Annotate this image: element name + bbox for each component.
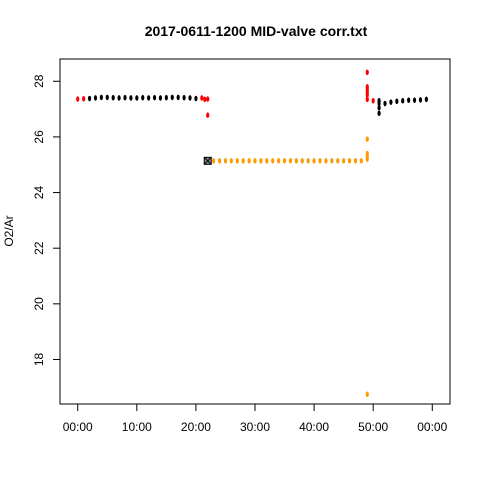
data-point: [306, 158, 310, 164]
data-point: [147, 95, 151, 101]
x-tick-label: 30:00: [240, 420, 270, 434]
data-point: [105, 94, 109, 101]
data-point: [377, 110, 381, 117]
marker-cross-line: [203, 156, 212, 165]
data-point: [235, 158, 239, 164]
data-point: [342, 158, 346, 164]
data-point: [223, 158, 228, 164]
data-point: [206, 112, 210, 119]
plot-frame: [59, 58, 451, 405]
data-point: [158, 95, 163, 101]
data-point: [294, 158, 298, 164]
data-point: [111, 94, 115, 101]
data-point: [330, 158, 334, 164]
data-point: [76, 96, 80, 102]
data-point: [93, 95, 98, 101]
data-point: [407, 97, 411, 103]
x-tick-label: 00:00: [417, 420, 447, 434]
data-point: [353, 158, 358, 164]
data-point: [347, 158, 352, 164]
data-point: [241, 158, 245, 164]
data-point: [182, 94, 186, 101]
data-point: [377, 97, 381, 104]
data-point: [336, 158, 340, 164]
data-point: [371, 97, 375, 104]
y-axis: 18 20 22 24 26 28: [32, 74, 61, 366]
data-point: [123, 94, 127, 101]
x-tick-label: 10:00: [122, 420, 152, 434]
data-point: [259, 158, 263, 164]
data-point: [194, 95, 198, 102]
data-point: [365, 156, 369, 162]
data-point: [87, 95, 92, 102]
data-point: [365, 92, 369, 98]
data-point: [99, 94, 103, 101]
data-point: [424, 96, 428, 103]
data-point: [377, 104, 381, 111]
data-point: [135, 95, 139, 101]
data-points: [76, 69, 428, 398]
data-point: [129, 95, 133, 101]
data-point: [271, 158, 275, 164]
data-point: [318, 158, 322, 164]
data-point: [212, 158, 216, 164]
x-tick-label: 20:00: [181, 420, 211, 434]
data-point: [188, 95, 192, 101]
data-point: [217, 158, 222, 164]
data-point: [277, 158, 281, 164]
data-point: [365, 391, 369, 398]
data-point: [365, 136, 369, 142]
data-point: [117, 95, 121, 101]
data-point: [412, 97, 417, 103]
chart-title: 2017-0611-1200 MID-valve corr.txt: [145, 23, 368, 39]
data-point: [324, 158, 328, 164]
data-point: [359, 158, 363, 164]
x-tick-label: 50:00: [358, 420, 388, 434]
y-tick-label: 26: [32, 130, 46, 144]
data-point: [206, 96, 210, 102]
x-axis: 00:00 10:00 20:00 30:00 40:00 50:00 00:00: [63, 403, 448, 434]
y-tick-label: 18: [32, 352, 46, 366]
data-point: [82, 95, 86, 102]
data-point: [170, 94, 174, 101]
data-point: [401, 97, 405, 104]
data-point: [141, 94, 145, 101]
y-tick-label: 22: [32, 241, 46, 255]
data-point: [176, 94, 180, 101]
data-point: [229, 158, 233, 164]
x-tick-label: 40:00: [299, 420, 329, 434]
data-point: [265, 158, 269, 164]
data-point: [365, 69, 369, 76]
data-point: [389, 99, 393, 105]
data-point: [312, 158, 316, 164]
data-point: [253, 158, 257, 164]
x-tick-label: 00:00: [63, 420, 93, 434]
y-axis-label: O2/Ar: [2, 215, 16, 246]
data-point: [164, 94, 168, 101]
data-point: [300, 158, 304, 164]
y-tick-label: 20: [32, 297, 46, 311]
y-tick-label: 28: [32, 74, 46, 88]
data-point: [200, 95, 204, 101]
data-point: [383, 100, 387, 107]
data-point: [247, 158, 251, 164]
y-tick-label: 24: [32, 186, 46, 200]
data-point: [395, 98, 399, 105]
data-point: [418, 97, 423, 103]
data-point: [365, 96, 369, 103]
data-point: [288, 158, 293, 164]
data-point: [282, 158, 287, 164]
data-point: [152, 94, 157, 101]
data-point: [203, 96, 207, 103]
